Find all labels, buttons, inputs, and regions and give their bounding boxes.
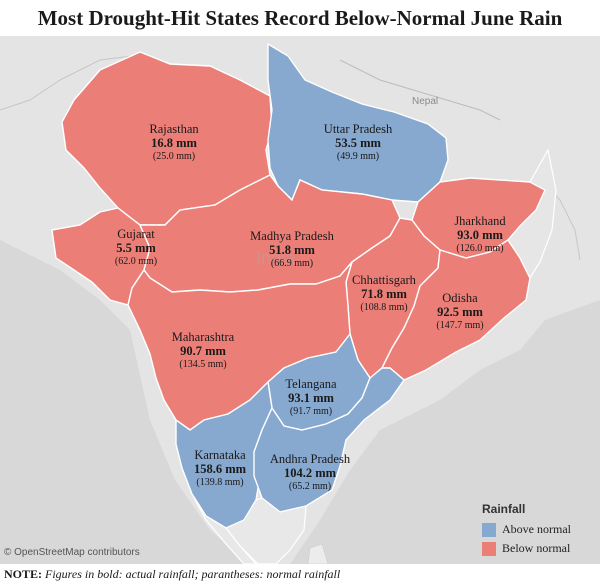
actual-rainfall: 93.1 mm bbox=[288, 390, 334, 405]
normal-rainfall: (147.7 mm) bbox=[436, 319, 484, 331]
label-maharashtra: Maharashtra 90.7 mm (134.5 mm) bbox=[171, 330, 235, 370]
label-madhya-pradesh: Madhya Pradesh 51.8 mm (66.9 mm) bbox=[250, 229, 334, 269]
label-rajasthan: Rajasthan 16.8 mm (25.0 mm) bbox=[149, 122, 199, 162]
nepal-border bbox=[339, 59, 501, 121]
state-name: Odisha bbox=[442, 291, 478, 305]
legend: Rainfall Above normal Below normal bbox=[482, 502, 600, 558]
state-name: Rajasthan bbox=[149, 122, 199, 136]
state-tamil-nadu bbox=[225, 497, 307, 564]
actual-rainfall: 90.7 mm bbox=[180, 343, 226, 358]
label-odisha: Odisha 92.5 mm (147.7 mm) bbox=[436, 291, 484, 331]
state-name: Madhya Pradesh bbox=[250, 229, 334, 243]
map-title: Most Drought-Hit States Record Below-Nor… bbox=[0, 0, 600, 36]
label-gujarat: Gujarat 5.5 mm (62.0 mm) bbox=[114, 227, 158, 267]
actual-rainfall: 92.5 mm bbox=[437, 304, 483, 319]
actual-rainfall: 104.2 mm bbox=[283, 465, 337, 480]
legend-label-above: Above normal bbox=[502, 522, 571, 536]
state-name: Chhattisgarh bbox=[352, 273, 416, 287]
actual-rainfall: 5.5 mm bbox=[116, 240, 156, 255]
actual-rainfall: 53.5 mm bbox=[335, 135, 381, 150]
arabian-sea bbox=[0, 240, 250, 564]
normal-rainfall: (65.2 mm) bbox=[288, 480, 332, 492]
state-name: Karnataka bbox=[194, 448, 246, 462]
actual-rainfall: 93.0 mm bbox=[457, 227, 503, 242]
legend-item-above[interactable]: Above normal bbox=[482, 520, 600, 539]
legend-title: Rainfall bbox=[482, 502, 526, 516]
state-name: Telangana bbox=[285, 377, 337, 391]
normal-rainfall: (139.8 mm) bbox=[196, 476, 244, 488]
actual-rainfall: 71.8 mm bbox=[361, 286, 407, 301]
label-andhra-pradesh: Andhra Pradesh 104.2 mm (65.2 mm) bbox=[269, 452, 351, 492]
footnote: NOTE: Figures in bold: actual rainfall; … bbox=[0, 564, 600, 584]
actual-rainfall: 158.6 mm bbox=[193, 461, 247, 476]
bay-of-bengal bbox=[290, 300, 600, 564]
state-kerala bbox=[191, 493, 257, 564]
country-border bbox=[0, 54, 141, 111]
india-label: India bbox=[256, 248, 296, 268]
legend-item-below[interactable]: Below normal bbox=[482, 539, 600, 558]
legend-label-below: Below normal bbox=[502, 541, 571, 555]
legend-swatch-above bbox=[482, 522, 496, 537]
state-name: Andhra Pradesh bbox=[269, 452, 351, 466]
state-name: Uttar Pradesh bbox=[323, 122, 393, 136]
actual-rainfall: 16.8 mm bbox=[151, 135, 197, 150]
normal-rainfall: (62.0 mm) bbox=[114, 255, 158, 267]
legend-swatch-below bbox=[482, 541, 496, 556]
map-area[interactable]: Nepal India Rajasthan 16.8 mm (25.0 mm) … bbox=[0, 36, 600, 564]
state-uttar-pradesh[interactable] bbox=[267, 42, 449, 203]
normal-rainfall: (134.5 mm) bbox=[179, 358, 227, 370]
sri-lanka bbox=[307, 543, 329, 564]
nepal-label: Nepal bbox=[412, 96, 439, 107]
label-karnataka: Karnataka 158.6 mm (139.8 mm) bbox=[193, 448, 247, 488]
state-name: Jharkhand bbox=[454, 214, 506, 228]
label-jharkhand: Jharkhand 93.0 mm (126.0 mm) bbox=[454, 214, 506, 254]
state-name: Maharashtra bbox=[171, 330, 235, 344]
note-text: Figures in bold: actual rainfall; parant… bbox=[45, 567, 341, 581]
label-uttar-pradesh: Uttar Pradesh 53.5 mm (49.9 mm) bbox=[323, 122, 393, 162]
label-telangana: Telangana 93.1 mm (91.7 mm) bbox=[285, 377, 337, 417]
normal-rainfall: (126.0 mm) bbox=[456, 242, 504, 254]
state-west-bengal bbox=[507, 148, 557, 280]
note-prefix: NOTE: bbox=[4, 567, 43, 581]
label-chhattisgarh: Chhattisgarh 71.8 mm (108.8 mm) bbox=[352, 273, 416, 313]
state-name: Gujarat bbox=[117, 227, 155, 241]
normal-rainfall: (66.9 mm) bbox=[270, 257, 314, 269]
normal-rainfall: (108.8 mm) bbox=[360, 301, 408, 313]
normal-rainfall: (91.7 mm) bbox=[289, 405, 333, 417]
map-canvas bbox=[0, 42, 600, 564]
normal-rainfall: (49.9 mm) bbox=[336, 150, 380, 162]
actual-rainfall: 51.8 mm bbox=[269, 242, 315, 257]
normal-rainfall: (25.0 mm) bbox=[152, 150, 196, 162]
map-attribution[interactable]: © OpenStreetMap contributors bbox=[4, 547, 140, 558]
